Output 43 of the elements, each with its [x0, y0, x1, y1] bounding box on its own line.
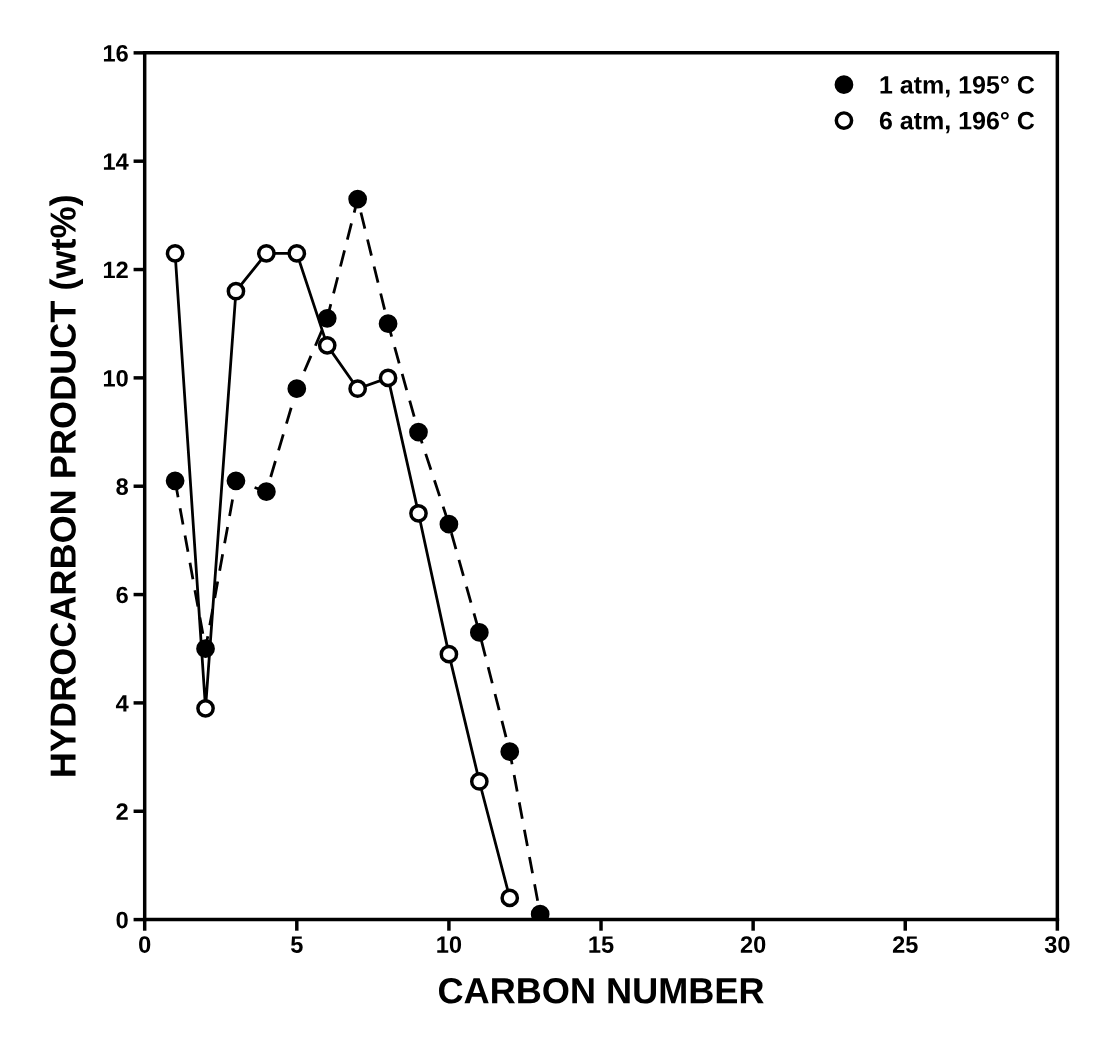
point	[317, 308, 337, 328]
y-tick-label: 16	[103, 44, 128, 62]
point	[226, 471, 246, 491]
y-tick-label: 10	[103, 369, 128, 387]
y-axis-title: HYDROCARBON PRODUCT (wt%)	[49, 196, 84, 776]
y-tick-label: 0	[116, 911, 128, 929]
x-axis-title: CARBON NUMBER	[439, 977, 764, 1004]
point	[165, 471, 185, 491]
x-tick-label: 20	[740, 936, 766, 953]
point	[500, 742, 520, 762]
y-tick-label: 12	[103, 261, 128, 279]
x-tick-label: 0	[139, 936, 151, 953]
point	[500, 888, 520, 908]
point	[409, 503, 428, 523]
point	[287, 379, 307, 399]
point	[378, 314, 398, 334]
point	[469, 623, 489, 642]
legend-label: 6 atm, 196° C	[879, 111, 1035, 134]
point	[439, 514, 459, 534]
point	[257, 482, 276, 502]
y-tick-label: 8	[116, 478, 128, 496]
point	[196, 698, 215, 718]
point	[287, 243, 307, 263]
point	[226, 281, 246, 301]
y-tick-label: 4	[115, 695, 129, 712]
point	[165, 243, 185, 263]
x-tick-label: 15	[589, 936, 614, 953]
y-tick-label: 6	[116, 586, 128, 604]
point	[348, 379, 368, 399]
point	[317, 336, 337, 355]
point	[439, 644, 459, 664]
point	[257, 243, 276, 263]
x-tick-label: 5	[290, 936, 303, 953]
x-tick-label: 25	[892, 936, 918, 953]
legend-label: 1 atm, 195° C	[880, 76, 1035, 98]
y-tick-label: 2	[116, 803, 128, 820]
point	[469, 772, 489, 791]
x-tick-label: 10	[437, 936, 462, 953]
point	[378, 368, 398, 388]
point	[409, 422, 428, 442]
y-tick-label: 14	[103, 153, 129, 170]
x-tick-label: 30	[1044, 936, 1070, 953]
point	[348, 189, 368, 209]
